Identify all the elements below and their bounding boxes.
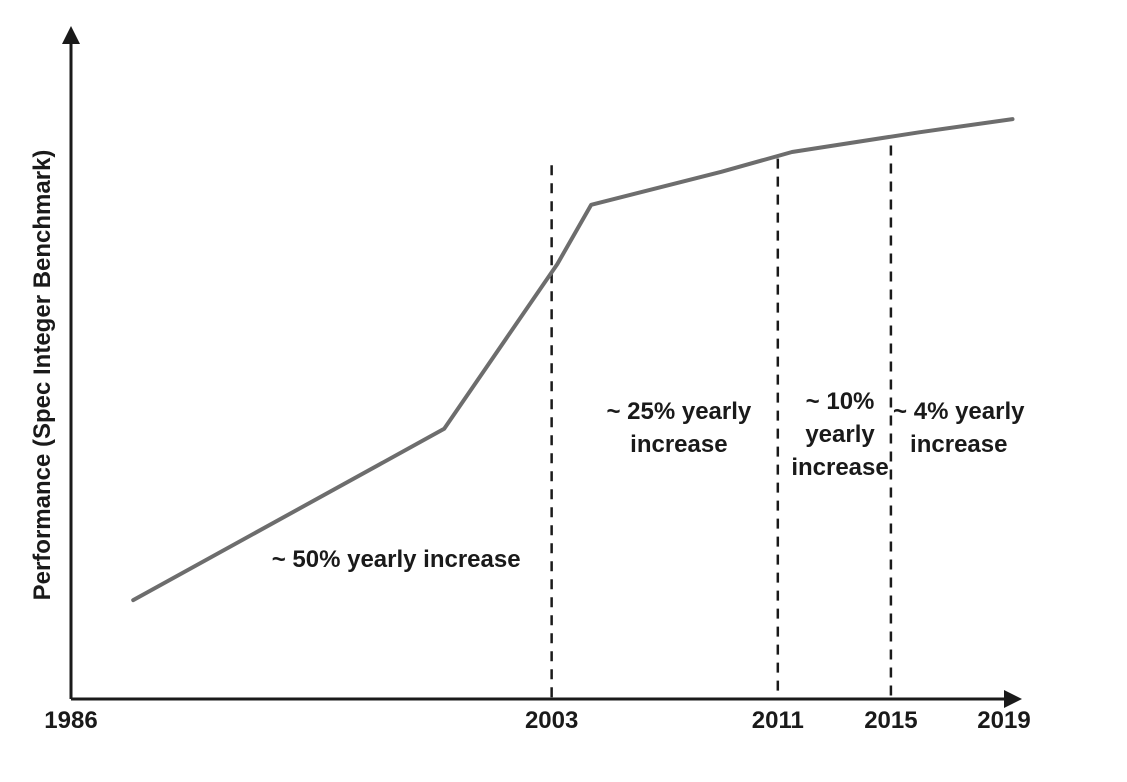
x-tick-labels: 1986 2003 2011 2015 2019 <box>44 707 1030 734</box>
x-tick-label: 2003 <box>525 707 578 734</box>
annotation-1: ~ 50% yearly increase <box>272 546 521 573</box>
annotation-3: ~ 10% yearly increase <box>791 388 888 481</box>
x-tick-label: 1986 <box>44 707 97 734</box>
annotation-2: ~ 25% yearly increase <box>606 398 751 458</box>
series-line <box>131 117 1015 603</box>
y-axis-label: Performance (Spec Integer Benchmark) <box>29 150 56 601</box>
y-axis-arrow <box>62 26 80 44</box>
x-tick-label: 2011 <box>752 707 804 734</box>
x-tick-label: 2015 <box>864 707 917 734</box>
annotations: ~ 50% yearly increase ~ 25% yearly increas… <box>272 388 1025 573</box>
x-tick-label: 2019 <box>977 707 1030 734</box>
period-dividers <box>550 145 893 699</box>
x-axis-arrow <box>1004 690 1022 708</box>
annotation-4: ~ 4% yearly increase <box>893 398 1025 458</box>
series-layer <box>131 117 1015 603</box>
